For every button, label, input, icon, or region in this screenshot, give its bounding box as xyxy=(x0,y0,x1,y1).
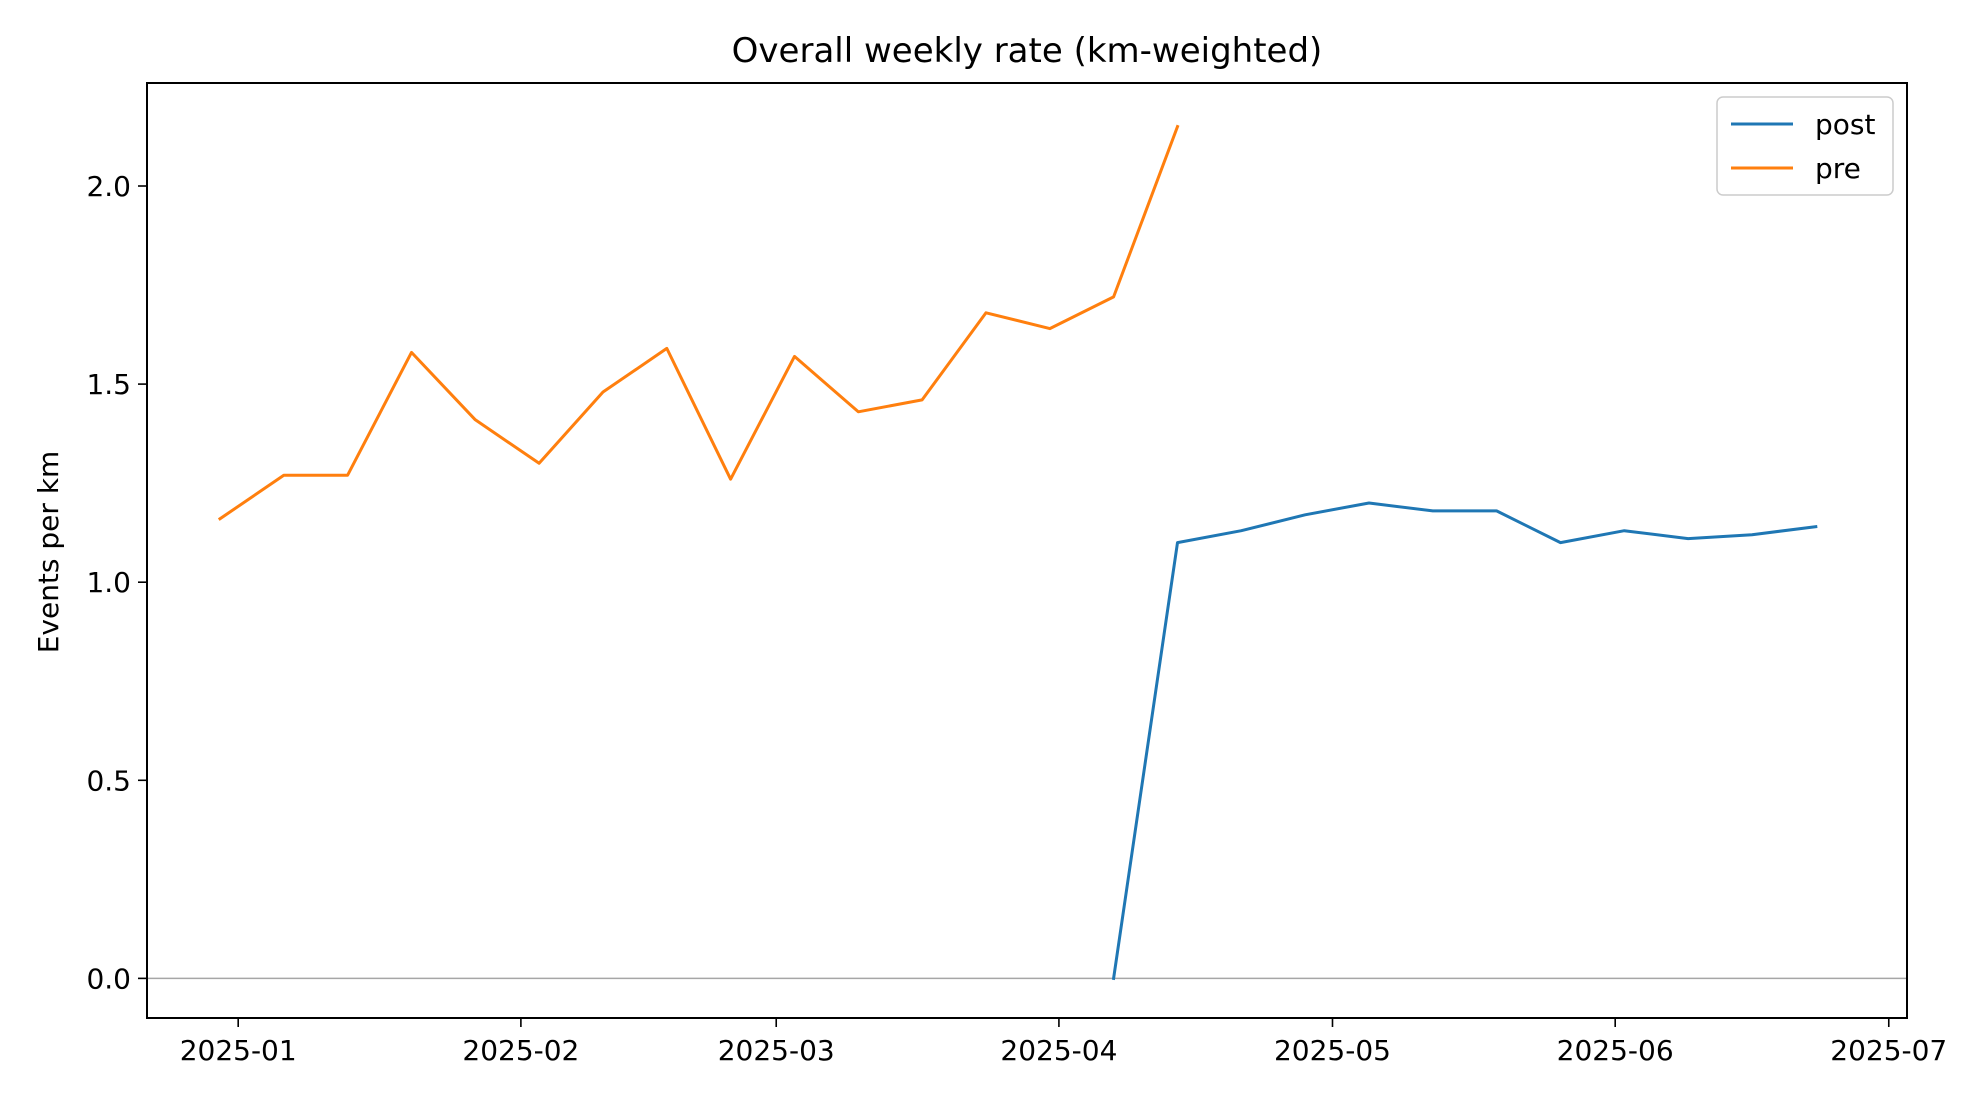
y-tick-label: 2.0 xyxy=(86,170,131,203)
y-axis: 0.0 0.5 1.0 1.5 2.0 xyxy=(86,170,147,995)
x-tick-label: 2025-02 xyxy=(462,1034,579,1067)
plot-area xyxy=(147,124,1907,981)
x-tick-label: 2025-01 xyxy=(180,1034,297,1067)
x-axis: 2025-01 2025-02 2025-03 2025-04 2025-05 2025-… xyxy=(180,1018,1947,1067)
legend-label-post: post xyxy=(1815,108,1875,141)
y-tick-label: 1.5 xyxy=(86,368,131,401)
x-tick-label: 2025-04 xyxy=(1000,1034,1117,1067)
y-axis-label: Events per km xyxy=(32,451,65,654)
x-tick-label: 2025-05 xyxy=(1274,1034,1391,1067)
x-tick-label: 2025-06 xyxy=(1557,1034,1674,1067)
y-tick-label: 1.0 xyxy=(86,566,131,599)
plot-frame xyxy=(146,82,1908,1019)
legend: post pre xyxy=(1716,96,1894,196)
legend-box xyxy=(1716,96,1894,196)
y-tick-label: 0.5 xyxy=(86,764,131,797)
legend-label-pre: pre xyxy=(1815,152,1861,185)
series-line-post xyxy=(1111,501,1818,981)
y-tick-label: 0.0 xyxy=(86,962,131,995)
x-tick-label: 2025-03 xyxy=(718,1034,835,1067)
chart-title: Overall weekly rate (km-weighted) xyxy=(732,31,1323,71)
x-tick-label: 2025-07 xyxy=(1830,1034,1947,1067)
series-line-pre xyxy=(217,124,1180,521)
